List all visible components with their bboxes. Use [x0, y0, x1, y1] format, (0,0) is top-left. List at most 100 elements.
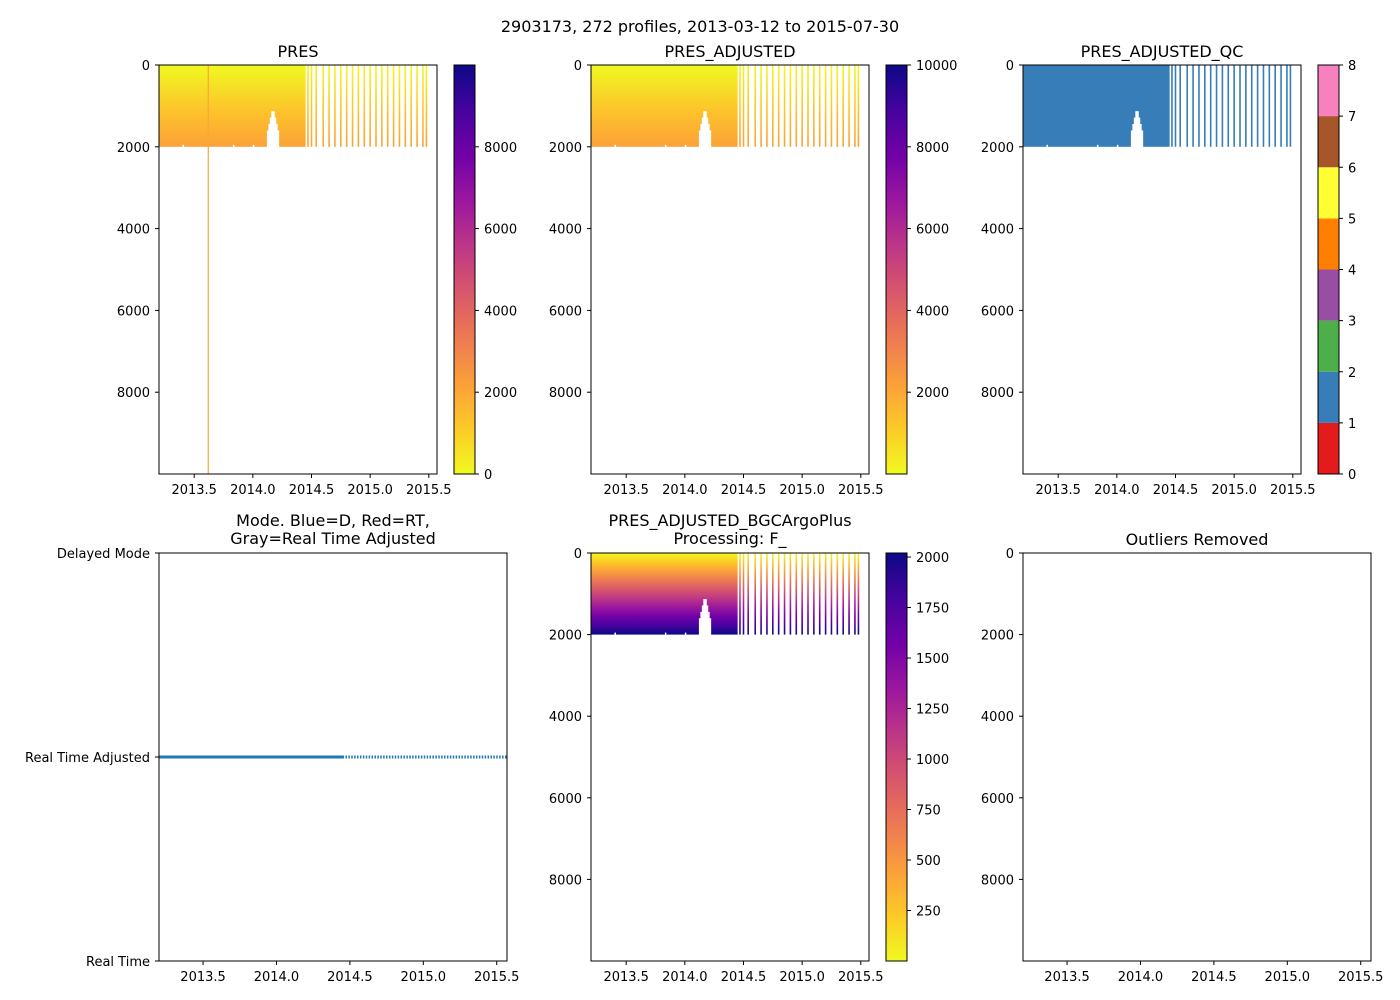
profile-line [322, 65, 325, 147]
y-tick-label: Delayed Mode [57, 547, 150, 562]
profile-line [842, 553, 844, 635]
colorbar-gradient [454, 65, 475, 474]
profile-line [1221, 65, 1224, 147]
gap-bar [269, 117, 272, 148]
panel-pres_adjusted_qc: PRES_ADJUSTED_QC 2013.5 2014.0 2014.5 2015.0… [981, 42, 1356, 498]
colorbar: 0 1 2 3 4 5 6 7 8 [1317, 59, 1356, 483]
y-tick-label: 8000 [549, 873, 582, 888]
profile-block [1023, 65, 1170, 147]
x-tick-label: 2015.5 [1270, 483, 1316, 498]
profile-line [854, 65, 856, 147]
profile-line [857, 65, 860, 147]
y-tick-label: 8000 [549, 386, 582, 401]
y-tick-label: 6000 [117, 304, 150, 319]
gap-bar [272, 111, 275, 148]
x-tick-label: 2015.0 [779, 483, 825, 498]
gap-bar [700, 611, 703, 636]
profile-line [783, 65, 786, 147]
profile-line [807, 553, 809, 635]
profile-line [754, 65, 757, 147]
profile-line [818, 553, 821, 635]
y-tick-label: 2000 [117, 141, 150, 156]
y-tick-label: 2000 [981, 629, 1014, 644]
gap-bar [1130, 130, 1133, 148]
profile-line [848, 553, 850, 635]
profile-line [854, 553, 856, 635]
gap-notch [664, 632, 667, 636]
profile-line [1280, 65, 1282, 147]
profile-line [739, 65, 741, 147]
y-tick-label: 8000 [117, 386, 150, 401]
x-tick-label: 2014.0 [1118, 970, 1164, 985]
gap-bar [1132, 124, 1135, 148]
y-tick-label: 8000 [981, 873, 1014, 888]
gap-notch [684, 144, 687, 148]
gap-bar [698, 618, 701, 636]
profile-line [1256, 65, 1259, 147]
gap-bar [277, 130, 280, 148]
panel-title-line2: Processing: F_ [673, 529, 787, 549]
gap-notch [614, 632, 616, 636]
profile-line [742, 553, 745, 635]
y-tick-label: 6000 [981, 304, 1014, 319]
profile-line [772, 65, 774, 147]
axes-frame [158, 64, 438, 475]
profile-line [425, 65, 428, 147]
colorbar-tick-label: 1000 [916, 753, 949, 768]
gap-bar [707, 124, 710, 148]
profile-line [760, 65, 762, 147]
x-tick-label: 2014.0 [254, 970, 300, 985]
profile-line [783, 553, 786, 635]
axes-frame [1022, 552, 1372, 962]
colorbar-tick-label: 8000 [484, 141, 517, 156]
gap-notch [684, 632, 687, 636]
y-tick-label: 6000 [549, 304, 582, 319]
profile-line [1274, 65, 1276, 147]
gap-bar [701, 605, 704, 636]
profile-line [777, 65, 780, 147]
x-tick-label: 2015.0 [1265, 970, 1311, 985]
x-tick-label: 2014.0 [1094, 483, 1140, 498]
colorbar-tick-label: 1500 [916, 652, 949, 667]
profile-line [1192, 65, 1194, 147]
colorbar-tick-label: 6000 [484, 223, 517, 238]
panel-title: PRES_ADJUSTED [664, 42, 795, 62]
gap-bar [268, 124, 271, 148]
x-tick-label: 2015.5 [838, 483, 884, 498]
y-tick-label: 0 [1006, 59, 1014, 74]
profile-block [591, 553, 738, 635]
y-tick-label: 2000 [549, 141, 582, 156]
colorbar-tick-label: 10000 [916, 59, 957, 74]
x-tick-label: 2013.5 [1044, 970, 1090, 985]
y-tick-label: 4000 [549, 223, 582, 238]
x-tick-label: 2013.5 [180, 970, 226, 985]
colorbar-gradient [886, 65, 907, 474]
y-tick-label: 2000 [981, 141, 1014, 156]
x-tick-label: 2015.0 [347, 483, 393, 498]
profile-line [1286, 65, 1288, 147]
y-tick-label: 4000 [981, 710, 1014, 725]
profile-line [766, 65, 768, 147]
profile-line [375, 65, 377, 147]
profile-line [739, 553, 741, 635]
y-tick-label: 8000 [981, 386, 1014, 401]
gap-notch [232, 144, 235, 148]
gap-notch [1046, 144, 1048, 148]
x-tick-label: 2015.5 [838, 970, 884, 985]
profile-line [1186, 65, 1189, 147]
profile-line [1233, 65, 1235, 147]
panel-outliers: Outliers Removed 2013.5 2014.0 2014.5 2015.0… [981, 530, 1384, 985]
x-tick-label: 2015.0 [401, 970, 447, 985]
colorbar-tick-label: 5 [1348, 212, 1356, 227]
colorbar-tick-label: 2000 [916, 551, 949, 566]
gap-notch [1096, 144, 1099, 148]
gap-bar [1141, 130, 1144, 148]
gap-bar [706, 117, 709, 148]
gap-bar [1138, 117, 1141, 148]
profile-line [1209, 65, 1212, 147]
profile-line [1215, 65, 1218, 147]
profile-line [1239, 65, 1241, 147]
profile-line [422, 65, 424, 147]
panel-title: PRES [277, 42, 318, 61]
